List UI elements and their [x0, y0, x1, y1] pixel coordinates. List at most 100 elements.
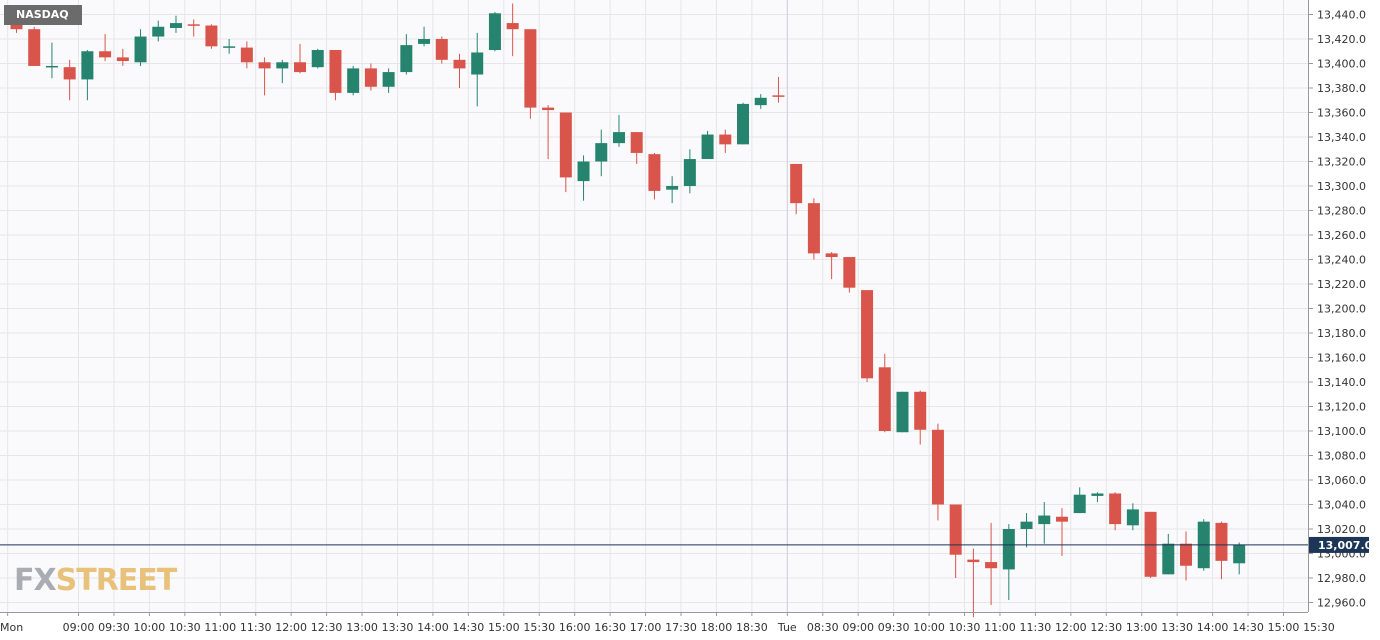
candle-down: [294, 62, 307, 73]
candle-down: [435, 39, 448, 60]
x-tick-label: 17:00: [630, 621, 662, 634]
candle-down: [630, 132, 643, 153]
y-tick-label: 13,300.0: [1317, 180, 1366, 193]
candle-up: [701, 134, 714, 160]
candle-up: [134, 36, 147, 63]
candle-up: [683, 159, 696, 186]
x-tick-label: 17:30: [665, 621, 697, 634]
x-tick-label: 11:30: [240, 621, 272, 634]
candle-down: [524, 29, 537, 108]
x-tick-label: 13:30: [382, 621, 414, 634]
watermark-fx: FX: [14, 563, 57, 598]
y-tick-label: 13,040.0: [1317, 499, 1366, 512]
x-tick-label: 11:00: [984, 621, 1016, 634]
candle-down: [542, 107, 555, 111]
candle-down: [364, 68, 377, 87]
candle-down: [878, 367, 891, 431]
x-tick-label: 13:30: [1161, 621, 1193, 634]
x-tick-label: 12:30: [1090, 621, 1122, 634]
candle-up: [223, 46, 236, 48]
x-tick-label: 10:00: [913, 621, 945, 634]
candle-up: [1162, 543, 1175, 575]
candle-down: [240, 47, 253, 63]
candle-down: [861, 290, 874, 379]
y-tick-label: 12,960.0: [1317, 597, 1366, 610]
x-tick-label: 16:30: [594, 621, 626, 634]
candle-down: [825, 253, 838, 258]
candle-down: [648, 154, 661, 191]
y-axis: 12,960.012,980.013,000.013,020.013,040.0…: [1308, 0, 1366, 612]
candle-down: [559, 112, 572, 178]
candle-down: [931, 429, 944, 505]
x-tick-label: 16:00: [559, 621, 591, 634]
candle-down: [1144, 511, 1157, 577]
y-tick-label: 13,420.0: [1317, 33, 1366, 46]
y-tick-label: 13,280.0: [1317, 205, 1366, 218]
candle-down: [205, 25, 218, 47]
y-tick-label: 13,260.0: [1317, 229, 1366, 242]
candle-down: [116, 57, 129, 62]
x-tick-label: 18:00: [701, 621, 733, 634]
x-tick-label: 08:30: [807, 621, 839, 634]
x-tick-label: Mon: [0, 621, 23, 634]
y-tick-label: 13,240.0: [1317, 254, 1366, 267]
x-tick-label: 12:00: [275, 621, 307, 634]
candle-up: [488, 13, 501, 51]
x-tick-label: 15:00: [488, 621, 520, 634]
y-tick-label: 13,060.0: [1317, 474, 1366, 487]
candle-up: [1126, 509, 1139, 526]
candle-down: [506, 23, 519, 30]
y-tick-label: 13,100.0: [1317, 425, 1366, 438]
x-tick-label: 15:30: [523, 621, 555, 634]
candle-down: [1055, 516, 1068, 522]
y-tick-label: 13,020.0: [1317, 523, 1366, 536]
x-tick-label: 09:00: [842, 621, 874, 634]
candle-down: [453, 59, 466, 69]
candle-up: [1233, 544, 1246, 564]
candle-down: [187, 24, 200, 26]
x-tick-label: 15:30: [1303, 621, 1335, 634]
candle-up: [81, 51, 94, 80]
candle-up: [45, 65, 58, 68]
candle-up: [896, 391, 909, 433]
candle-up: [152, 26, 165, 37]
y-tick-label: 13,360.0: [1317, 107, 1366, 120]
x-tick-label: 12:00: [1055, 621, 1087, 634]
candle-down: [772, 95, 785, 97]
y-tick-label: 12,980.0: [1317, 572, 1366, 585]
candle-up: [400, 45, 413, 73]
x-tick-label: 18:30: [736, 621, 768, 634]
candle-up: [471, 52, 484, 75]
current-price-marker: 13,007.0: [0, 536, 1373, 553]
x-tick-label: 10:00: [134, 621, 166, 634]
x-tick-label: 14:00: [1197, 621, 1229, 634]
candle-up: [1091, 493, 1104, 496]
candle-up: [612, 132, 625, 144]
x-tick-label: 14:30: [1232, 621, 1264, 634]
candle-up: [418, 39, 431, 44]
x-tick-label: 13:00: [346, 621, 378, 634]
candle-up: [311, 50, 324, 68]
candle-down: [329, 50, 342, 93]
watermark-street: STREET: [55, 563, 178, 598]
candle-down: [1180, 543, 1193, 566]
x-tick-label: 09:30: [878, 621, 910, 634]
candle-up: [737, 103, 750, 145]
candle-bodies: [10, 13, 1246, 577]
candle-down: [790, 163, 803, 204]
x-axis: Mon 09:00 09:30 10:00 10:30 11:00 11:30 12:00 12…: [0, 612, 1335, 634]
candle-up: [1073, 494, 1086, 514]
candle-down: [258, 62, 271, 69]
x-tick-label: 09:00: [63, 621, 95, 634]
x-tick-label: 11:30: [1020, 621, 1052, 634]
candle-down: [914, 391, 927, 430]
fxstreet-watermark: FXSTREET: [14, 563, 178, 598]
candle-down: [967, 559, 980, 563]
x-tick-label: 10:30: [169, 621, 201, 634]
candle-up: [1038, 515, 1051, 525]
y-tick-label: 13,340.0: [1317, 131, 1366, 144]
candle-down: [843, 257, 856, 288]
candle-up: [347, 68, 360, 93]
candle-down: [1215, 522, 1228, 561]
y-tick-label: 13,120.0: [1317, 401, 1366, 414]
